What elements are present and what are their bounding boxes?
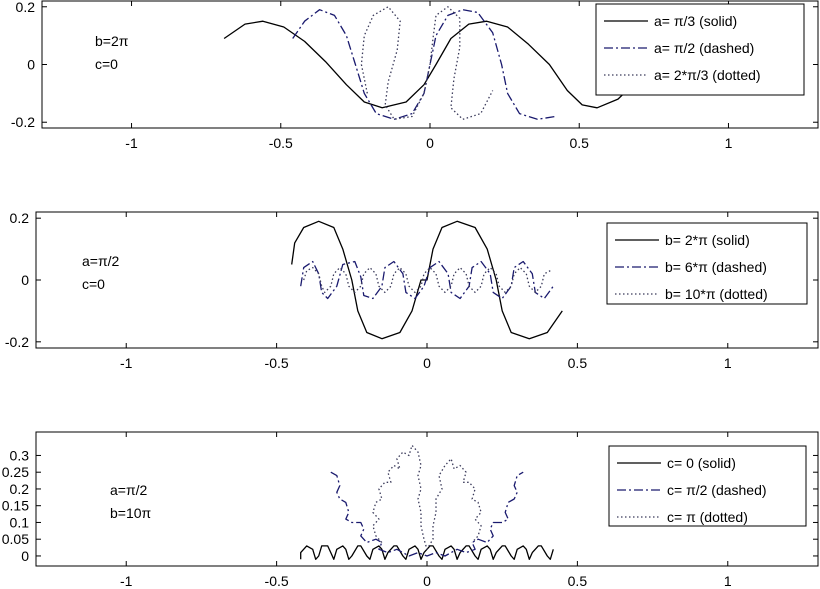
legend-box [595, 3, 805, 96]
legend-entry: c= π/2 (dashed) [667, 482, 767, 498]
series-line-3 [372, 444, 482, 550]
legend: b= 2*π (solid) b= 6*π (dashed) b= 10*π (do… [606, 222, 808, 305]
y-tick-label: 0.05 [2, 531, 29, 547]
legend: a= π/3 (solid) a= π/2 (dashed) a= 2*π/3 (d… [595, 3, 805, 96]
parameter-annotation: a=π/2 [110, 482, 148, 498]
x-tick-label: 0.5 [568, 355, 588, 371]
legend-entry: b= 2*π (solid) [665, 232, 750, 248]
series-line-1 [223, 20, 637, 109]
x-tick-label: -1 [120, 573, 133, 589]
y-tick-label: 0.2 [10, 481, 30, 497]
x-tick-label: -0.5 [265, 355, 289, 371]
series-line-2 [292, 9, 556, 120]
x-tick-label: 1 [725, 135, 733, 151]
parameter-annotation: a=π/2 [82, 253, 120, 269]
legend-entry: b= 6*π (dashed) [665, 259, 767, 275]
y-tick-label: 0.3 [10, 447, 30, 463]
legend-entry: c= 0 (solid) [667, 455, 736, 471]
legend-box [608, 445, 807, 527]
legend-entry: a= π/2 (dashed) [654, 40, 754, 56]
x-tick-label: 0 [423, 573, 431, 589]
parameter-annotation: b=2π [95, 33, 129, 49]
x-tick-label: 1 [724, 355, 732, 371]
legend-entry: a= π/3 (solid) [654, 13, 737, 29]
subplot-3: -1 -0.5 0 0.5 100.050.10.150.20.250.3a=π/2b=… [2, 431, 819, 589]
subplot-1: -1 -0.5 0 0.5 1 -0.2 0 0.2 b=2π c=0 a= π/3 (solid)… [11, 0, 819, 151]
y-tick-label: -0.2 [5, 334, 29, 350]
parameter-annotation: c=0 [82, 276, 105, 292]
legend-entry: a= 2*π/3 (dotted) [654, 67, 761, 83]
x-tick-label: 0 [426, 135, 434, 151]
x-tick-label: 0.5 [568, 573, 588, 589]
parameter-annotation: c=0 [95, 56, 118, 72]
y-tick-label: -0.2 [11, 114, 35, 130]
x-tick-label: -1 [120, 355, 133, 371]
y-tick-label: 0.25 [2, 464, 29, 480]
x-tick-label: 0.5 [569, 135, 589, 151]
x-tick-label: 0 [423, 355, 431, 371]
legend-entry: c= π (dotted) [667, 509, 748, 525]
x-tick-label: 1 [724, 573, 732, 589]
parameter-annotation: b=10π [110, 505, 152, 521]
y-tick-label: 0 [21, 272, 29, 288]
series-line-1 [291, 220, 563, 340]
y-tick-label: 0.2 [10, 210, 30, 226]
legend-entry: b= 10*π (dotted) [665, 286, 768, 302]
series-line-1 [300, 545, 554, 560]
x-tick-label: -1 [125, 135, 138, 151]
subplot-2: -1 -0.5 0 0.5 1 -0.2 0 0.2 a=π/2 c=0 b= 2*π (solid… [5, 210, 819, 371]
series-line-2 [330, 471, 524, 557]
y-tick-label: 0.15 [2, 498, 29, 514]
legend-box [606, 222, 808, 305]
y-tick-label: 0.2 [16, 0, 36, 15]
y-tick-label: 0 [21, 548, 29, 564]
y-tick-label: 0.1 [10, 514, 30, 530]
series-line-3 [360, 6, 494, 120]
x-tick-label: -0.5 [265, 573, 289, 589]
series-line-2 [300, 260, 554, 300]
y-tick-label: 0 [27, 57, 35, 73]
legend: c= 0 (solid) c= π/2 (dashed) c= π (dotted) [608, 445, 807, 527]
x-tick-label: -0.5 [269, 135, 293, 151]
